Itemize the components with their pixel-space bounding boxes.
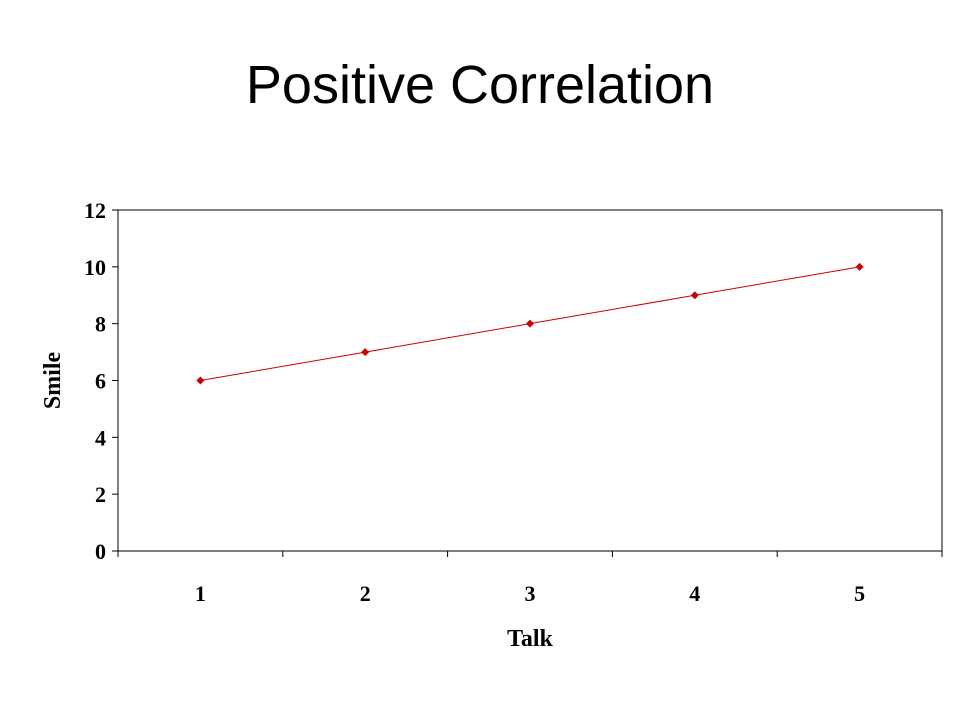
data-point bbox=[361, 348, 370, 357]
y-axis: 0 2 4 6 8 10 12 bbox=[84, 198, 118, 564]
y-tick-label: 2 bbox=[95, 482, 106, 507]
x-axis-title: Talk bbox=[507, 626, 553, 652]
data-point bbox=[855, 262, 864, 271]
x-tick-label: 5 bbox=[854, 581, 865, 606]
y-axis-title: Smile bbox=[40, 351, 66, 409]
y-tick-label: 6 bbox=[95, 369, 106, 394]
x-tick-label: 1 bbox=[195, 581, 206, 606]
y-tick-label: 4 bbox=[95, 425, 106, 450]
y-tick-label: 10 bbox=[84, 255, 106, 280]
y-tick-label: 0 bbox=[95, 539, 106, 564]
data-point bbox=[196, 376, 205, 385]
x-tick-label: 4 bbox=[689, 581, 700, 606]
x-tick-label: 3 bbox=[525, 581, 536, 606]
x-tick-label: 2 bbox=[360, 581, 371, 606]
data-point bbox=[690, 291, 699, 300]
y-tick-label: 8 bbox=[95, 312, 106, 337]
slide-title: Positive Correlation bbox=[245, 55, 715, 115]
series-layer bbox=[196, 262, 864, 385]
x-axis: 1 2 3 4 5 bbox=[117, 551, 943, 606]
plot-area-frame bbox=[117, 209, 943, 552]
y-tick-label: 12 bbox=[84, 198, 106, 223]
data-point bbox=[526, 319, 534, 328]
